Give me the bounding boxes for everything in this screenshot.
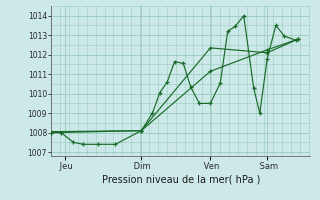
X-axis label: Pression niveau de la mer( hPa ): Pression niveau de la mer( hPa ) [102,175,260,185]
